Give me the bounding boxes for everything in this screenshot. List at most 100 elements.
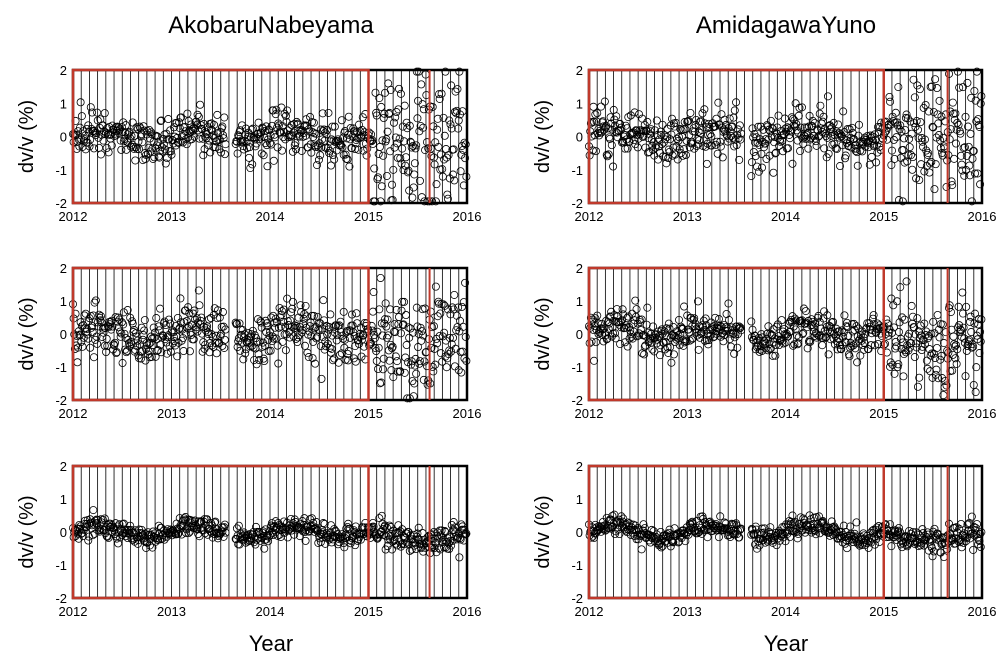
data-point — [123, 306, 132, 315]
data-point — [189, 335, 198, 344]
data-point — [79, 532, 88, 541]
data-point — [145, 541, 154, 550]
data-point — [959, 143, 968, 152]
data-point — [887, 542, 896, 551]
data-point — [420, 357, 429, 366]
data-point — [893, 527, 902, 536]
data-point — [707, 132, 716, 141]
data-point — [892, 133, 901, 142]
data-point — [84, 536, 93, 545]
data-point — [265, 139, 274, 148]
data-point — [167, 150, 176, 159]
data-point — [639, 330, 648, 339]
data-point — [630, 108, 639, 117]
data-point — [773, 320, 782, 329]
data-point — [957, 519, 966, 528]
data-point — [398, 144, 407, 153]
data-point — [645, 130, 654, 139]
data-point — [678, 324, 687, 333]
data-point — [639, 520, 648, 529]
data-point — [638, 132, 647, 141]
data-point — [597, 128, 606, 137]
data-point — [924, 107, 933, 116]
data-point — [131, 329, 140, 338]
data-point — [98, 121, 107, 130]
data-point — [384, 110, 393, 119]
data-point — [675, 341, 684, 350]
data-point — [450, 362, 459, 371]
data-point — [93, 318, 102, 327]
data-point — [941, 376, 950, 385]
data-point — [697, 328, 706, 337]
data-point — [667, 130, 676, 139]
data-point — [634, 134, 643, 143]
data-point — [687, 518, 696, 527]
data-point — [908, 153, 917, 162]
data-point — [927, 329, 936, 338]
data-point — [363, 327, 372, 336]
y-tick-label: 1 — [60, 492, 67, 507]
data-point — [892, 342, 901, 351]
y-tick-label: 1 — [576, 96, 583, 111]
data-point — [369, 288, 378, 297]
data-point — [960, 334, 969, 343]
data-point — [915, 85, 924, 94]
data-point — [278, 146, 287, 155]
data-point — [388, 344, 397, 353]
data-point — [809, 323, 818, 332]
data-point — [433, 125, 442, 134]
y-axis-label: dv/v (%) — [16, 100, 38, 173]
data-point — [218, 527, 227, 536]
data-point — [102, 144, 111, 153]
data-point — [395, 134, 404, 143]
data-point — [312, 129, 321, 138]
data-point — [405, 121, 414, 130]
data-point — [381, 299, 390, 308]
data-point — [912, 339, 921, 348]
data-point — [935, 96, 944, 105]
data-point — [906, 533, 915, 542]
data-point — [147, 352, 156, 361]
data-point — [115, 520, 124, 529]
data-point — [617, 316, 626, 325]
data-point — [305, 127, 314, 136]
data-point — [344, 347, 353, 356]
data-point — [286, 308, 295, 317]
data-point — [257, 323, 266, 332]
data-point — [932, 343, 941, 352]
data-point — [218, 122, 227, 131]
data-point — [680, 302, 689, 311]
data-point — [830, 329, 839, 338]
data-point — [255, 356, 264, 365]
data-point — [963, 78, 972, 87]
data-point — [237, 136, 246, 145]
data-point — [262, 319, 271, 328]
data-point — [125, 342, 134, 351]
data-point — [271, 133, 280, 142]
data-point — [115, 315, 124, 324]
data-point — [267, 519, 276, 528]
data-point — [456, 167, 465, 176]
data-point — [354, 120, 363, 129]
data-point — [687, 313, 696, 322]
data-point — [826, 125, 835, 134]
data-point — [608, 511, 617, 520]
data-point — [958, 309, 967, 318]
data-point — [343, 155, 352, 164]
data-point — [971, 523, 980, 532]
data-point — [841, 154, 850, 163]
data-point — [260, 133, 269, 142]
data-point — [894, 524, 903, 533]
data-point — [972, 520, 981, 529]
data-point — [382, 333, 391, 342]
data-point — [922, 356, 931, 365]
data-point — [662, 332, 671, 341]
data-point — [446, 120, 455, 129]
data-point — [253, 337, 262, 346]
data-point — [610, 329, 619, 338]
data-point — [957, 151, 966, 160]
data-point — [84, 127, 93, 136]
data-point — [128, 319, 137, 328]
data-point — [737, 524, 746, 533]
